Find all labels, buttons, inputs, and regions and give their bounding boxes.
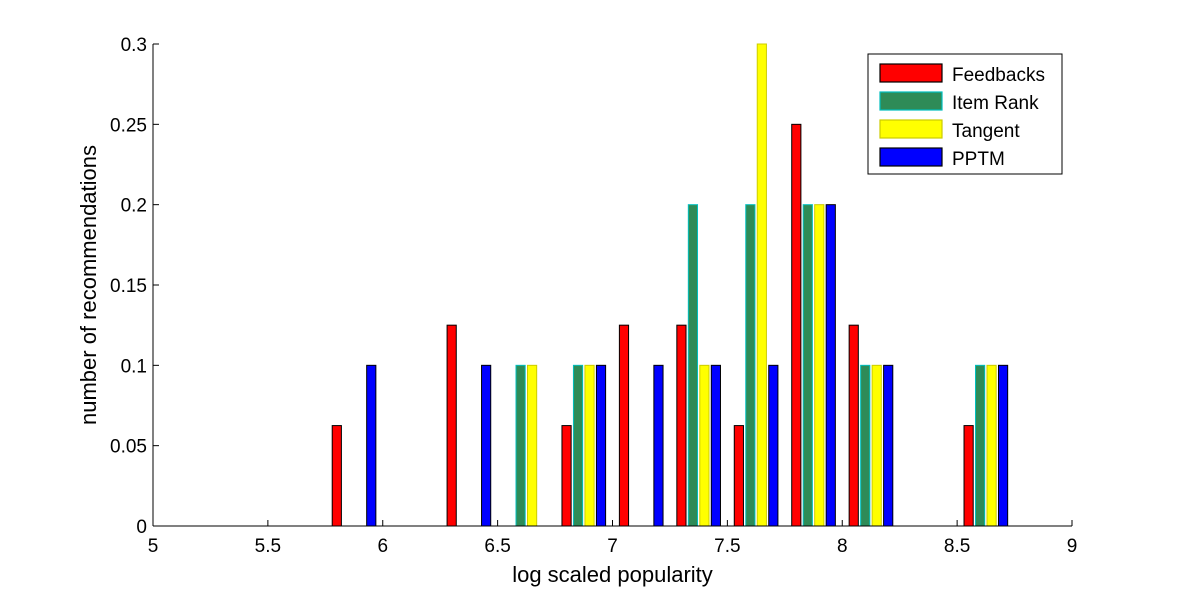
x-tick-label: 5	[148, 536, 159, 557]
x-tick-label: 7.5	[714, 536, 740, 557]
legend-swatch	[879, 63, 943, 83]
x-tick-label: 9	[1067, 536, 1078, 557]
bar-tangent-11	[814, 204, 825, 527]
bar-pptm-5	[481, 364, 492, 527]
legend-swatch	[879, 119, 943, 139]
bar-item-rank-7	[572, 364, 584, 527]
legend-swatch	[879, 91, 943, 111]
legend-label: Tangent	[952, 121, 1020, 142]
bar-feedbacks-9	[676, 324, 687, 527]
bar-item-rank-11	[802, 204, 813, 527]
bar-tangent-6	[526, 364, 538, 527]
bar-tangent-12	[871, 364, 882, 527]
bar-item-rank-14	[975, 364, 986, 527]
bar-item-rank-6	[515, 364, 526, 527]
y-tick-label: 0	[136, 517, 147, 538]
bar-pptm-8	[653, 364, 664, 527]
bar-tangent-14	[986, 364, 997, 527]
legend-label: Item Rank	[952, 93, 1039, 114]
y-tick-label: 0.05	[110, 437, 147, 458]
bar-pptm-7	[595, 364, 607, 527]
bar-feedbacks-7	[561, 425, 572, 527]
bar-feedbacks-10	[733, 425, 744, 527]
legend-label: Feedbacks	[952, 65, 1045, 86]
y-tick-label: 0.3	[121, 35, 147, 56]
y-axis-label: number of recommendations	[76, 145, 101, 425]
bar-pptm-3	[366, 364, 377, 527]
bar-tangent-7	[584, 364, 595, 527]
bar-item-rank-10	[745, 204, 756, 527]
axes: 5 5.5 6 6.5 7 7.5 8 8.5 9 0 0.05 0.1 0.15 0.2 0.25 0.3	[110, 35, 1077, 557]
y-tick-label: 0.25	[110, 115, 147, 136]
bar-pptm-12	[883, 364, 894, 527]
y-tick-label: 0.15	[110, 276, 147, 297]
x-tick-label: 8.5	[944, 536, 970, 557]
bar-tangent-9	[699, 364, 710, 527]
x-tick-label: 8	[837, 536, 848, 557]
bar-tangent-10	[756, 43, 767, 527]
bar-pptm-11	[825, 204, 836, 527]
x-tick-label: 7	[607, 536, 618, 557]
bar-pptm-9	[710, 364, 721, 527]
bar-item-rank-12	[860, 364, 871, 527]
legend: Feedbacks Item Rank Tangent PPTM	[867, 53, 1063, 175]
bar-item-rank-9	[687, 204, 699, 527]
bar-pptm-14	[997, 364, 1009, 527]
bar-feedbacks-11	[791, 123, 802, 527]
plot-area	[331, 43, 1009, 527]
x-tick-label: 5.5	[255, 536, 281, 557]
legend-label: PPTM	[952, 149, 1005, 170]
y-tick-label: 0.2	[121, 196, 147, 217]
bar-feedbacks-12	[848, 324, 859, 527]
legend-swatch	[879, 147, 943, 167]
bar-feedbacks-8	[618, 324, 630, 527]
x-tick-label: 6.5	[484, 536, 510, 557]
bar-feedbacks-14	[963, 425, 974, 527]
bar-feedbacks-5	[446, 324, 457, 527]
y-tick-label: 0.1	[121, 356, 147, 377]
x-axis-label: log scaled popularity	[512, 562, 713, 587]
bar-feedbacks-3	[331, 425, 342, 527]
x-tick-label: 6	[377, 536, 388, 557]
bar-pptm-10	[768, 364, 779, 527]
